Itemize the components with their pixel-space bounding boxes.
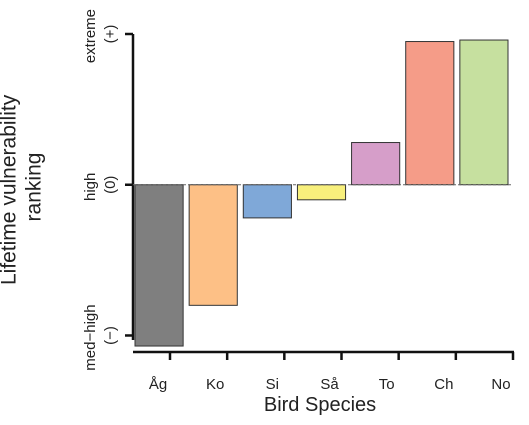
bar: [296, 184, 347, 201]
bar: [405, 41, 455, 186]
bar: [242, 184, 292, 219]
y-tick-label: extreme (+): [82, 5, 119, 63]
y-tick-label: high (0): [82, 168, 119, 201]
bar: [134, 184, 184, 347]
x-tick-label: Åg: [149, 376, 167, 393]
bar: [351, 142, 401, 186]
x-tick-label: To: [379, 376, 395, 393]
bar: [459, 39, 509, 186]
x-axis-label: Bird Species: [264, 394, 376, 416]
bar: [188, 184, 238, 306]
y-tick-label: med−high (−): [82, 300, 119, 370]
x-tick-label: Ko: [206, 376, 224, 393]
x-tick-label: Si: [266, 376, 279, 393]
x-tick-label: Ch: [434, 376, 453, 393]
x-tick-label: No: [491, 376, 510, 393]
x-tick-label: Så: [320, 376, 339, 393]
y-axis-label: Lifetime vulnerability ranking: [0, 89, 46, 285]
